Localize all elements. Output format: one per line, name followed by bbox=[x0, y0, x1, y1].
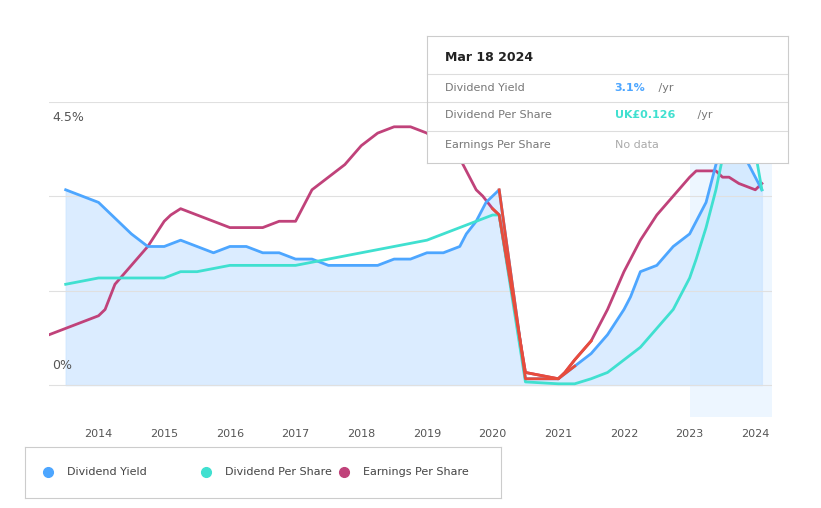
Text: Earnings Per Share: Earnings Per Share bbox=[363, 467, 469, 478]
Text: /yr: /yr bbox=[654, 83, 673, 92]
Text: Dividend Per Share: Dividend Per Share bbox=[445, 111, 552, 120]
Text: Past: Past bbox=[693, 121, 719, 135]
Text: 2017: 2017 bbox=[282, 429, 310, 439]
Text: 3.1%: 3.1% bbox=[615, 83, 645, 92]
Text: /yr: /yr bbox=[695, 111, 713, 120]
Text: Dividend Yield: Dividend Yield bbox=[67, 467, 147, 478]
Text: 2016: 2016 bbox=[216, 429, 244, 439]
Text: UK£0.126: UK£0.126 bbox=[615, 111, 675, 120]
Text: No data: No data bbox=[615, 140, 658, 150]
Text: 0%: 0% bbox=[53, 360, 72, 372]
Text: 4.5%: 4.5% bbox=[53, 111, 85, 124]
Text: Earnings Per Share: Earnings Per Share bbox=[445, 140, 551, 150]
Text: 2018: 2018 bbox=[347, 429, 375, 439]
Text: 2021: 2021 bbox=[544, 429, 572, 439]
Text: 2024: 2024 bbox=[741, 429, 769, 439]
Text: 2015: 2015 bbox=[150, 429, 178, 439]
Text: Dividend Per Share: Dividend Per Share bbox=[225, 467, 332, 478]
Text: Dividend Yield: Dividend Yield bbox=[445, 83, 525, 92]
Text: 2019: 2019 bbox=[413, 429, 441, 439]
Text: 2020: 2020 bbox=[479, 429, 507, 439]
Text: 2022: 2022 bbox=[610, 429, 638, 439]
Text: 2014: 2014 bbox=[85, 429, 112, 439]
Text: 2023: 2023 bbox=[676, 429, 704, 439]
Text: Mar 18 2024: Mar 18 2024 bbox=[445, 51, 533, 64]
Bar bbox=[690, 102, 772, 417]
